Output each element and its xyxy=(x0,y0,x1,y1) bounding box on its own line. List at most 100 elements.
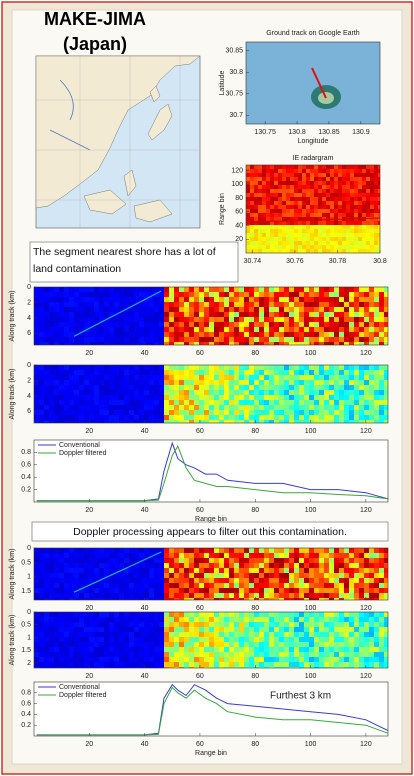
echo-cell xyxy=(154,375,159,380)
echo-cell xyxy=(259,553,264,558)
echo-cell xyxy=(154,370,159,375)
echo-cell xyxy=(89,302,94,307)
echo-cell xyxy=(199,647,204,652)
echo-cell xyxy=(149,307,154,312)
echo-cell xyxy=(124,327,129,332)
echo-cell xyxy=(354,627,359,632)
radargram-cell xyxy=(334,201,338,205)
radargram-cell xyxy=(282,213,286,217)
radargram-cell xyxy=(370,233,374,237)
echo-cell xyxy=(174,622,179,627)
axes-frame xyxy=(33,439,389,503)
echo-cell xyxy=(134,307,139,312)
echo-cell xyxy=(339,405,344,410)
echo-cell xyxy=(134,332,139,337)
radargram-cell xyxy=(250,197,254,201)
radargram-cell xyxy=(262,213,266,217)
echo-cell xyxy=(79,287,84,292)
echo-cell xyxy=(384,632,388,637)
echo-cell xyxy=(369,375,374,380)
echo-cell xyxy=(34,307,39,312)
echo-cell xyxy=(164,573,169,578)
echo-cell xyxy=(334,287,339,292)
x-tick-label: 60 xyxy=(196,350,204,357)
echo-cell xyxy=(274,563,279,568)
echo-cell xyxy=(324,370,329,375)
echo-cell xyxy=(139,292,144,297)
echo-cell xyxy=(114,342,119,345)
echo-cell xyxy=(234,410,239,415)
echo-cell xyxy=(124,593,129,598)
radargram-cell xyxy=(374,165,378,169)
echo-cell xyxy=(364,612,369,617)
echo-cell xyxy=(159,317,164,322)
radargram-cell xyxy=(314,173,318,177)
echo-cell xyxy=(239,652,244,657)
echo-cell xyxy=(274,583,279,588)
echo-cell xyxy=(349,390,354,395)
echo-cell xyxy=(59,365,64,370)
echo-cell xyxy=(134,337,139,342)
echo-cell xyxy=(249,292,254,297)
y-tick-label: 0 xyxy=(27,362,31,369)
echo-cell xyxy=(74,420,79,423)
x-tick-label: 80 xyxy=(251,428,259,435)
radargram-cell xyxy=(362,233,366,237)
echo-cell xyxy=(144,632,149,637)
echo-cell xyxy=(84,598,89,600)
echo-cell xyxy=(199,370,204,375)
radargram-cell xyxy=(378,193,380,197)
echo-cell xyxy=(39,617,44,622)
echo-cell xyxy=(84,583,89,588)
echo-cell xyxy=(359,652,364,657)
echo-cell xyxy=(309,375,314,380)
echo-cell xyxy=(169,332,174,337)
profile-line xyxy=(36,441,389,502)
echo-cell xyxy=(224,652,229,657)
echo-cell xyxy=(279,553,284,558)
radargram-cell xyxy=(306,181,310,185)
echo-cell xyxy=(349,573,354,578)
echo-cell xyxy=(189,548,194,553)
echo-cell xyxy=(144,400,149,405)
echo-cell xyxy=(339,410,344,415)
echo-cell xyxy=(34,573,39,578)
echo-cell xyxy=(254,302,259,307)
radargram-cell xyxy=(286,249,290,253)
echo-cell xyxy=(219,365,224,370)
echo-cell xyxy=(249,593,254,598)
radargram-cell xyxy=(322,225,326,229)
radargram-image xyxy=(246,165,380,253)
echo-cell xyxy=(284,657,289,662)
echo-cell xyxy=(344,287,349,292)
radargram-cell xyxy=(334,189,338,193)
echo-cell xyxy=(229,312,234,317)
radargram-cell xyxy=(294,209,298,213)
y-axis-label: Along track (km) xyxy=(9,549,16,600)
echo-cell xyxy=(294,553,299,558)
echo-cell xyxy=(259,627,264,632)
radargram-cell xyxy=(286,197,290,201)
echo-cell xyxy=(74,593,79,598)
profile-line xyxy=(36,683,389,736)
radargram-cell xyxy=(282,173,286,177)
radargram-cell xyxy=(322,245,326,249)
echo-cell xyxy=(124,612,129,617)
radargram-cell xyxy=(366,185,370,189)
echo-cell xyxy=(379,588,384,593)
radargram-cell xyxy=(322,185,326,189)
echo-cell xyxy=(234,400,239,405)
echo-cell xyxy=(209,337,214,342)
echo-cell xyxy=(234,657,239,662)
radargram-cell xyxy=(290,177,294,181)
radargram-cell xyxy=(250,189,254,193)
echo-cell xyxy=(49,647,54,652)
radargram-cell xyxy=(266,177,270,181)
radargram-cell xyxy=(282,189,286,193)
echo-cell xyxy=(224,337,229,342)
echo-cell xyxy=(59,312,64,317)
echo-cell xyxy=(214,415,219,420)
radargram-cell xyxy=(310,213,314,217)
echo-cell xyxy=(34,410,39,415)
echo-cell xyxy=(184,385,189,390)
